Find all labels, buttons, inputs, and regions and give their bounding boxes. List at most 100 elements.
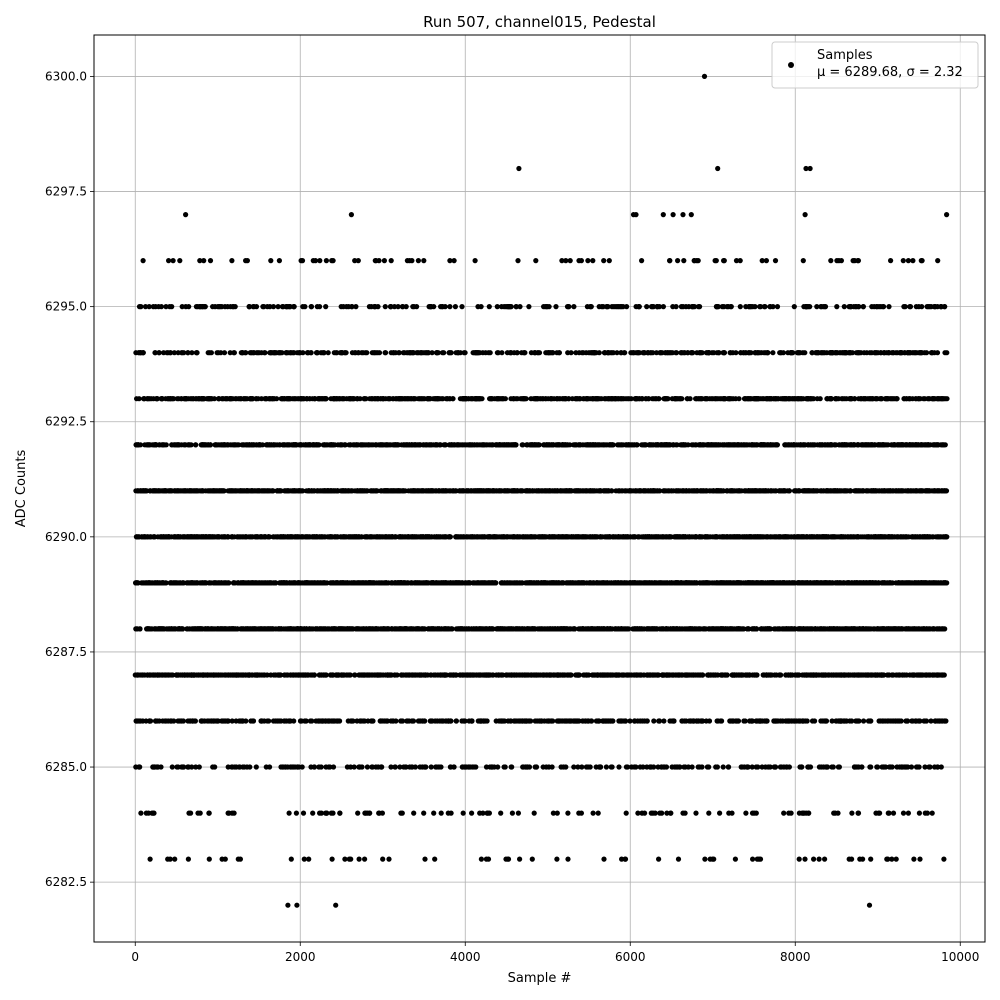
data-point xyxy=(235,856,241,862)
data-point xyxy=(706,626,712,632)
data-point xyxy=(239,626,245,632)
data-point xyxy=(193,764,199,770)
data-point xyxy=(726,764,732,770)
data-point xyxy=(231,672,237,678)
data-point xyxy=(321,580,327,586)
data-point xyxy=(199,718,205,724)
data-point xyxy=(268,672,274,678)
data-point xyxy=(769,580,776,586)
data-point xyxy=(385,580,391,586)
data-point xyxy=(703,718,709,724)
data-point xyxy=(679,718,685,724)
data-point xyxy=(346,856,352,862)
data-point xyxy=(559,580,565,586)
data-point xyxy=(579,580,585,586)
data-point xyxy=(898,626,904,632)
data-point xyxy=(655,672,661,678)
data-point xyxy=(175,672,181,678)
data-point xyxy=(558,626,564,632)
data-point xyxy=(605,626,611,632)
data-point xyxy=(356,856,362,862)
data-point xyxy=(392,764,398,770)
data-point xyxy=(351,764,357,770)
data-point xyxy=(241,672,247,678)
data-point xyxy=(246,626,252,632)
data-point xyxy=(753,764,759,770)
data-point xyxy=(926,764,932,770)
data-point xyxy=(398,810,404,816)
data-point xyxy=(215,718,221,724)
data-point xyxy=(303,672,309,678)
data-point xyxy=(714,626,720,632)
data-point xyxy=(605,718,611,724)
data-point xyxy=(423,672,429,678)
data-point xyxy=(311,764,317,770)
data-point xyxy=(332,718,338,724)
data-point xyxy=(704,764,711,770)
data-point xyxy=(635,626,641,632)
data-point xyxy=(732,672,738,678)
data-point xyxy=(350,718,356,724)
data-point xyxy=(906,626,912,632)
data-point xyxy=(826,580,832,586)
data-point xyxy=(895,580,902,586)
data-point xyxy=(376,810,382,816)
data-point xyxy=(302,718,308,724)
data-point xyxy=(824,764,831,770)
data-point xyxy=(705,672,711,678)
data-point xyxy=(943,718,949,724)
data-point xyxy=(231,810,237,816)
data-point xyxy=(818,718,824,724)
data-point xyxy=(812,718,818,724)
data-point xyxy=(337,810,343,816)
data-point xyxy=(480,810,486,816)
data-point xyxy=(505,718,511,724)
data-point xyxy=(157,626,163,632)
data-point xyxy=(763,672,770,678)
data-point xyxy=(819,672,825,678)
data-point xyxy=(330,580,336,586)
data-point xyxy=(323,810,330,816)
data-point xyxy=(284,580,290,586)
data-point xyxy=(414,580,421,586)
data-point xyxy=(579,764,585,770)
data-point xyxy=(273,580,279,586)
data-point xyxy=(547,672,554,678)
data-point xyxy=(419,626,425,632)
data-point xyxy=(795,580,801,586)
data-point xyxy=(206,856,212,862)
data-point xyxy=(435,672,441,678)
data-point xyxy=(498,810,504,816)
data-point xyxy=(226,672,232,678)
data-point xyxy=(938,580,944,586)
data-point xyxy=(810,580,816,586)
data-point xyxy=(517,718,524,724)
data-point xyxy=(877,626,884,632)
data-point xyxy=(551,580,557,586)
data-point xyxy=(148,718,154,724)
data-point xyxy=(373,626,379,632)
data-point xyxy=(134,672,140,678)
data-point xyxy=(447,672,453,678)
data-point xyxy=(398,718,404,724)
data-point xyxy=(749,764,755,770)
data-point xyxy=(823,672,829,678)
data-point xyxy=(506,580,513,586)
data-point xyxy=(536,626,542,632)
data-point xyxy=(669,718,675,724)
data-point xyxy=(470,672,476,678)
data-point xyxy=(410,718,417,724)
data-point xyxy=(297,718,304,724)
data-point xyxy=(490,672,496,678)
data-point xyxy=(822,856,828,862)
data-point xyxy=(416,672,422,678)
data-point xyxy=(629,764,635,770)
data-point xyxy=(180,580,186,586)
data-point xyxy=(666,580,673,586)
data-point xyxy=(778,672,784,678)
data-point xyxy=(193,580,199,586)
data-point xyxy=(606,672,612,678)
data-point xyxy=(493,718,499,724)
data-point xyxy=(517,626,523,632)
data-point xyxy=(528,672,534,678)
